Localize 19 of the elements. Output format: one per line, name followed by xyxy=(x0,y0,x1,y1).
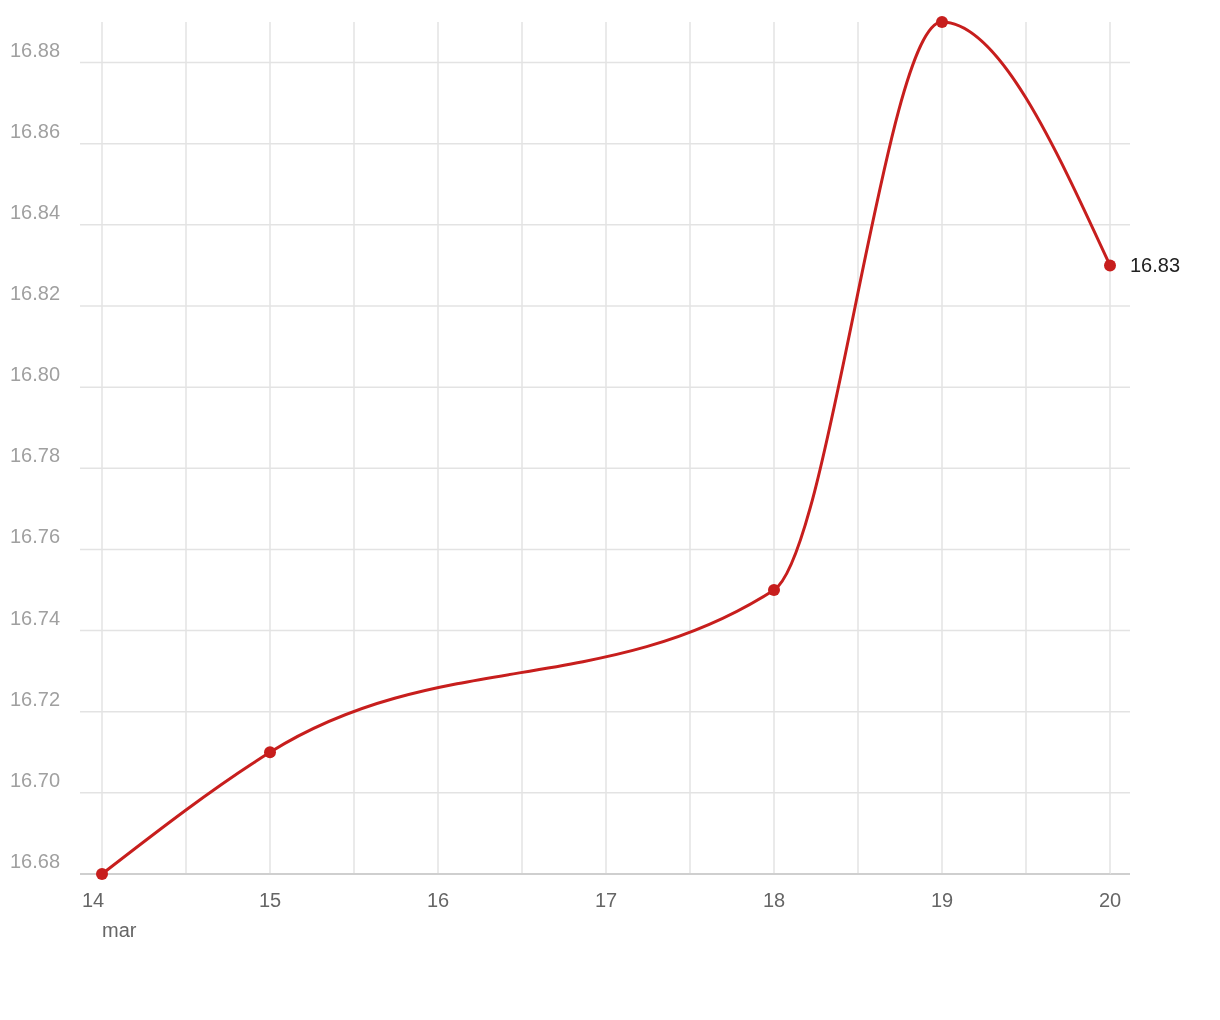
x-tick-label: 17 xyxy=(594,889,618,911)
y-tick-label: 16.68 xyxy=(10,850,61,872)
y-tick-label: 16.72 xyxy=(10,687,61,710)
y-tick-label: 16.80 xyxy=(10,363,61,386)
x-tick-label: 18 xyxy=(762,889,786,911)
x-tick-label: 19 xyxy=(930,889,954,911)
x-tick-label: 14 mar xyxy=(82,889,137,941)
y-tick-label: 16.88 xyxy=(10,38,61,61)
x-tick-label: 20 xyxy=(1098,889,1122,911)
x-tick-label: 15 xyxy=(258,889,282,911)
x-tick-label: 16 xyxy=(426,889,450,911)
y-tick-label: 16.86 xyxy=(10,119,61,142)
y-tick-label: 16.76 xyxy=(10,525,61,548)
y-tick-label: 16.74 xyxy=(10,606,61,629)
y-tick-label: 16.70 xyxy=(10,768,61,791)
data-label: 16.83 xyxy=(1130,254,1181,277)
y-tick-label: 16.84 xyxy=(10,200,61,223)
y-tick-label: 16.78 xyxy=(10,444,61,467)
y-tick-label: 16.82 xyxy=(10,282,61,304)
